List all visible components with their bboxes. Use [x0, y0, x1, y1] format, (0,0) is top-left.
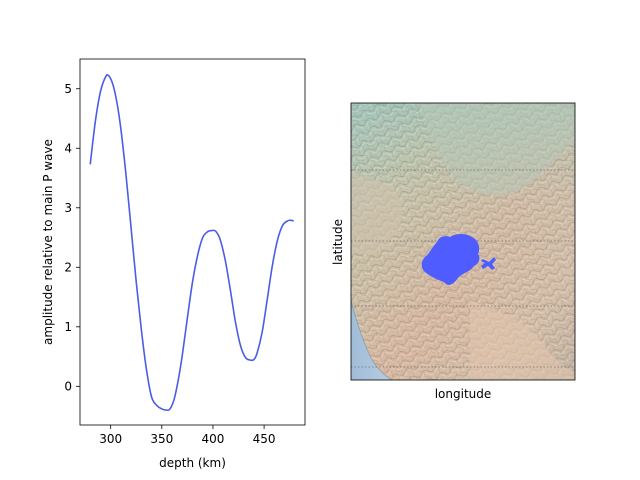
x-axis-label: depth (km) — [159, 456, 226, 470]
x-tick-label: 350 — [150, 432, 173, 446]
relief-basemap — [351, 103, 575, 380]
x-tick-label: 450 — [253, 432, 276, 446]
y-tick-label: 4 — [64, 141, 72, 155]
y-axis-ticks: 0 1 2 3 4 5 — [64, 82, 80, 393]
highlighted-region-marker — [481, 257, 496, 270]
series-line — [89, 74, 294, 412]
y-tick-label: 5 — [64, 82, 72, 96]
highlighted-region — [421, 234, 480, 285]
y-tick-label: 3 — [64, 201, 72, 215]
map-panel: longitude latitude — [331, 102, 576, 401]
y-tick-label: 2 — [64, 260, 72, 274]
map-frame — [350, 102, 576, 381]
map-y-axis-label: latitude — [331, 219, 345, 265]
x-tick-label: 400 — [202, 432, 225, 446]
plot-frame — [79, 58, 306, 426]
plot-area — [80, 59, 305, 425]
line-chart: 300 350 400 450 0 1 2 3 4 5 depth (km) amplitude… — [41, 58, 306, 470]
x-axis-ticks: 300 350 400 450 — [99, 425, 276, 446]
y-axis-label: amplitude relative to main P wave — [41, 139, 55, 345]
map-x-axis-label: longitude — [435, 387, 492, 401]
y-tick-label: 1 — [64, 320, 72, 334]
x-tick-label: 300 — [99, 432, 122, 446]
y-tick-label: 0 — [64, 379, 72, 393]
